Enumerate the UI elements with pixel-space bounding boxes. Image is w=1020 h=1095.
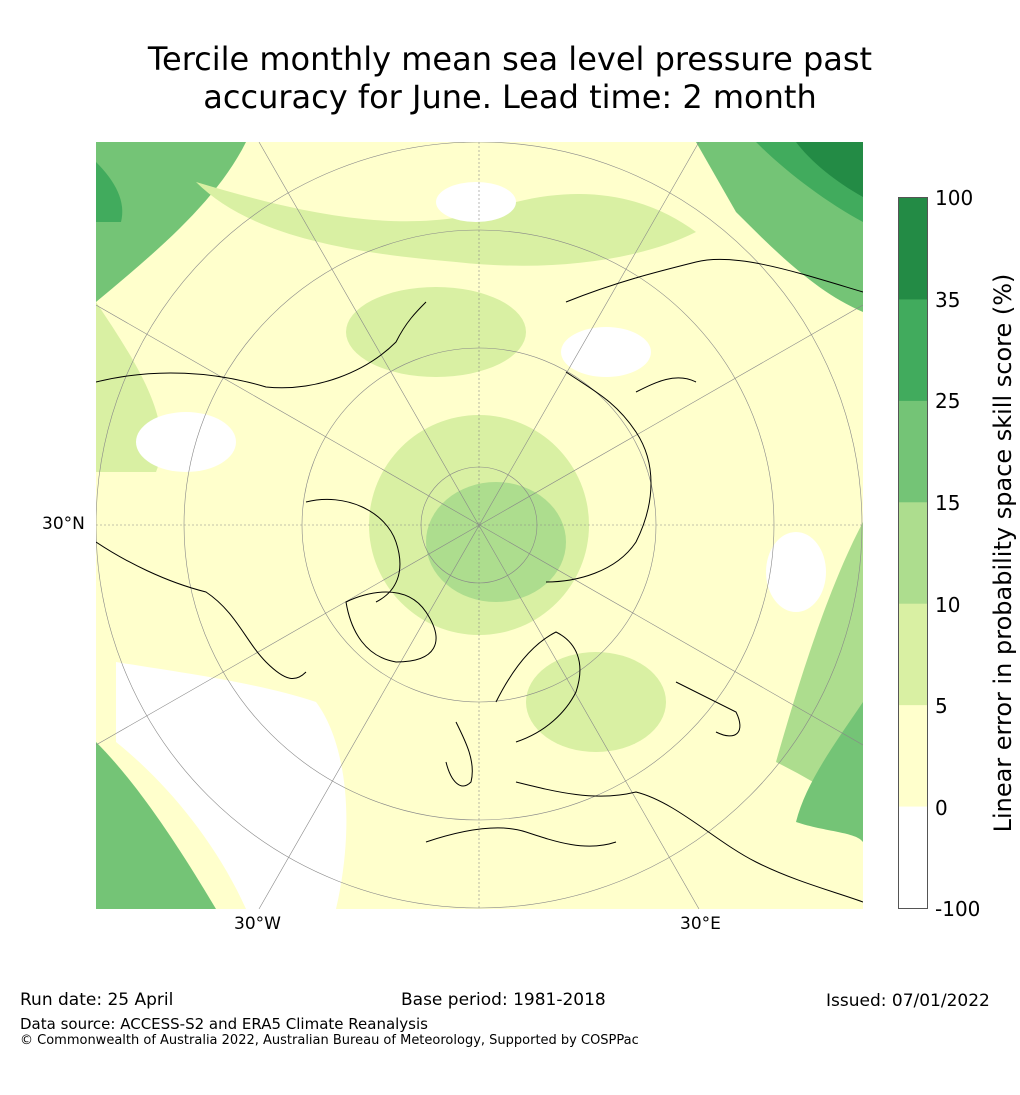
- skill-region-white-3: [766, 532, 826, 612]
- colorbar-tick-minus100: -100: [935, 897, 981, 921]
- colorbar-tick-25: 25: [935, 389, 961, 413]
- polar-map: [96, 142, 863, 909]
- issued-date: Issued: 07/01/2022: [826, 991, 990, 1011]
- colorbar-tick-5: 5: [935, 694, 948, 718]
- colorbar-label: Linear error in probability space skill …: [989, 273, 1017, 833]
- colorbar-bin: [899, 198, 927, 300]
- colorbar-tick-10: 10: [935, 593, 961, 617]
- skill-region-white-2: [561, 327, 651, 377]
- colorbar-bin: [899, 705, 927, 808]
- title-line-2: accuracy for June. Lead time: 2 month: [203, 78, 817, 116]
- map-canvas: [96, 142, 863, 909]
- skill-region-scandinavia: [526, 652, 666, 752]
- lon-label-30w: 30°W: [234, 914, 281, 934]
- skill-region-atlantic-white: [116, 662, 347, 909]
- copyright: © Commonwealth of Australia 2022, Austra…: [20, 1033, 639, 1048]
- skill-region-se: [796, 702, 863, 842]
- skill-region-ne-top: [796, 142, 863, 197]
- skill-region-white-4: [436, 182, 516, 222]
- skill-region-sw: [96, 742, 216, 909]
- base-period: Base period: 1981-2018: [401, 990, 606, 1010]
- lon-label-30e: 30°E: [680, 914, 721, 934]
- run-date: Run date: 25 April: [20, 990, 174, 1010]
- skill-region-nw: [96, 142, 246, 302]
- colorbar-bin: [899, 502, 927, 605]
- colorbar-tick-15: 15: [935, 491, 961, 515]
- colorbar-bin: [899, 806, 927, 908]
- skill-region-polar-core: [426, 482, 566, 602]
- skill-region-nw-high: [96, 162, 123, 222]
- data-source: Data source: ACCESS-S2 and ERA5 Climate …: [20, 1015, 428, 1033]
- colorbar: [898, 197, 928, 909]
- colorbar-bin: [899, 603, 927, 706]
- colorbar-tick-0: 0: [935, 796, 948, 820]
- title-line-1: Tercile monthly mean sea level pressure …: [147, 40, 873, 78]
- colorbar-bin: [899, 400, 927, 503]
- lat-label-30n: 30°N: [42, 514, 85, 534]
- colorbar-tick-35: 35: [935, 288, 961, 312]
- map-title: Tercile monthly mean sea level pressure …: [0, 40, 1020, 116]
- colorbar-bins: [899, 198, 927, 908]
- skill-region-white-1: [136, 412, 236, 472]
- graticule: [96, 142, 863, 909]
- coastlines: [96, 258, 863, 903]
- colorbar-tick-100: 100: [935, 186, 974, 210]
- skill-region-bering: [346, 287, 526, 377]
- colorbar-bin: [899, 299, 927, 402]
